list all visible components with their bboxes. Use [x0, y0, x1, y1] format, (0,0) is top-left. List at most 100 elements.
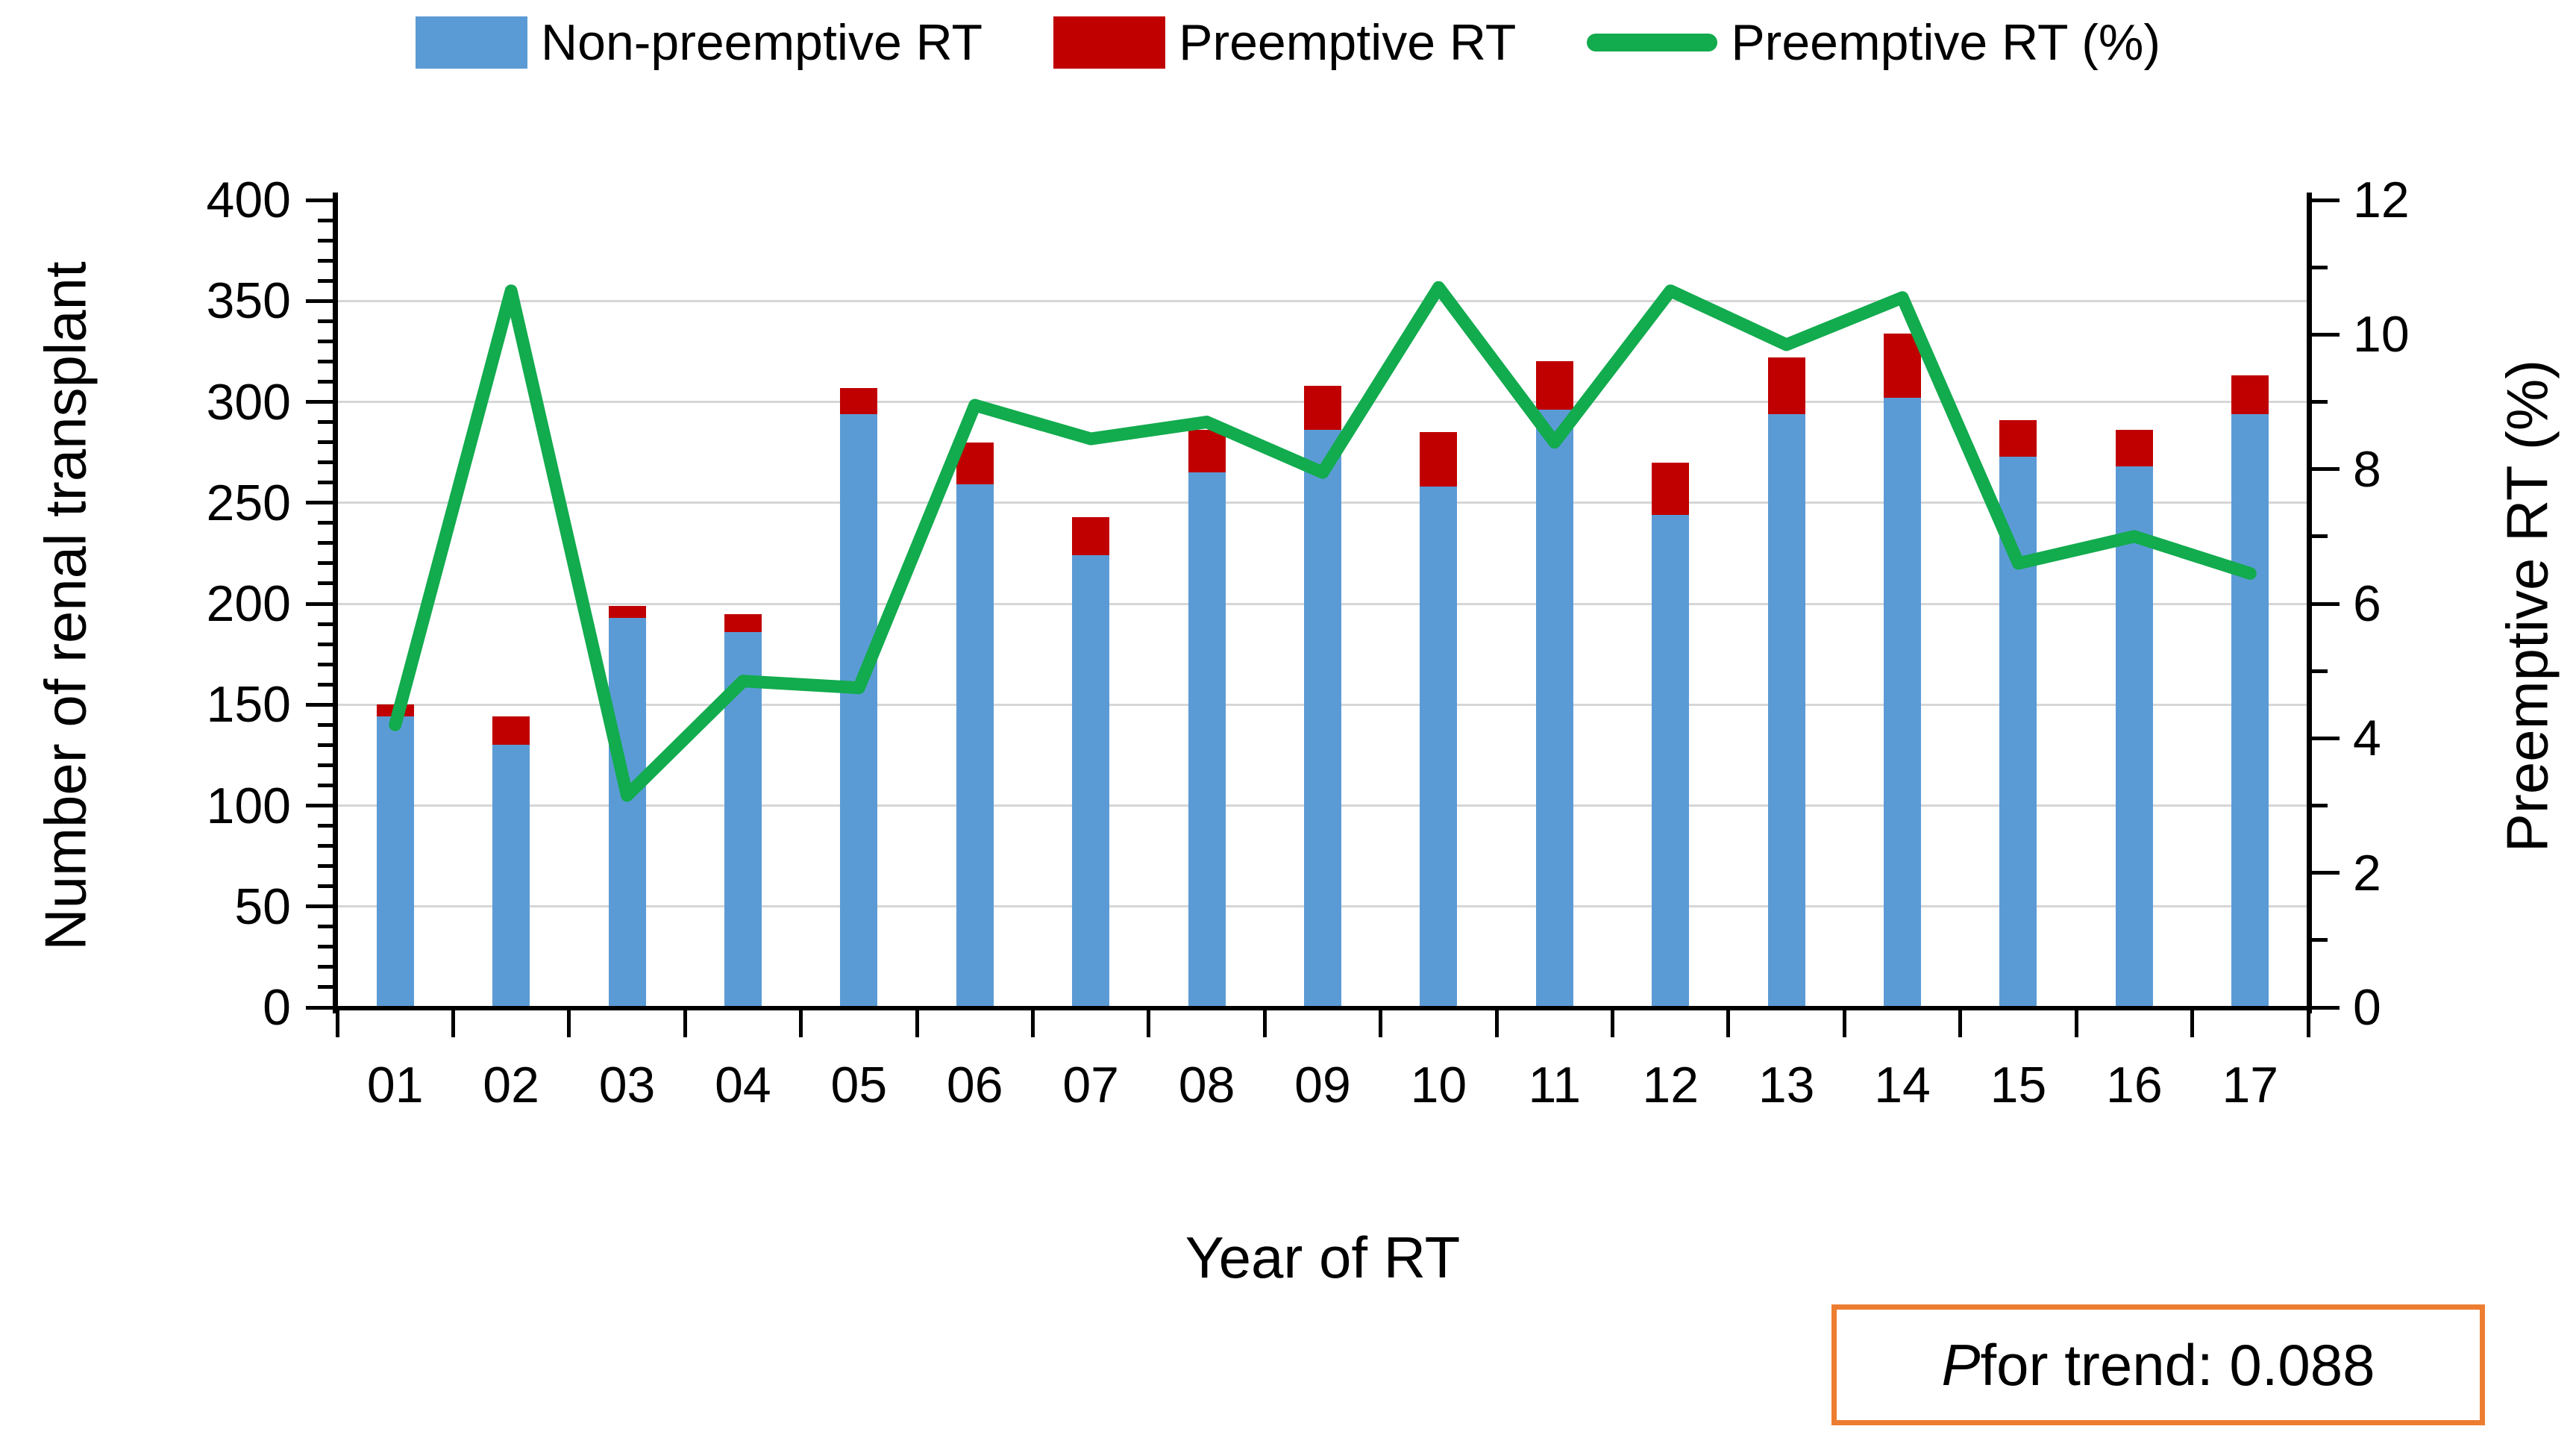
- x-axis-category-label: 07: [1062, 1057, 1119, 1113]
- bar-preemptive: [1767, 357, 1805, 414]
- y-axis-tick: [318, 218, 334, 222]
- y2-axis-tick: [2311, 467, 2340, 472]
- y-axis-tick-label: 250: [206, 474, 291, 531]
- bar-non-preemptive: [1188, 472, 1226, 1007]
- bar-preemptive: [724, 613, 762, 632]
- legend-label: Preemptive RT (%): [1731, 14, 2160, 71]
- y2-axis-tick: [2311, 938, 2328, 943]
- x-axis-category-label: 15: [1990, 1057, 2047, 1113]
- bar-preemptive: [840, 387, 878, 414]
- x-axis-category-label: 12: [1642, 1057, 1699, 1113]
- y-axis-tick-label: 50: [234, 878, 291, 935]
- y-axis-tick: [318, 783, 334, 787]
- legend: Non-preemptive RT Preemptive RT Preempti…: [0, 16, 2576, 69]
- bar-non-preemptive: [1884, 398, 1922, 1007]
- bar-non-preemptive: [608, 617, 646, 1007]
- bar-preemptive: [1884, 333, 1922, 398]
- y-axis-tick: [318, 481, 334, 485]
- y-axis-tick: [318, 945, 334, 949]
- bar-non-preemptive: [1304, 430, 1341, 1007]
- y-axis-tick: [306, 804, 334, 807]
- x-axis-tick: [1958, 1007, 1963, 1037]
- legend-label: Non-preemptive RT: [541, 14, 983, 71]
- y-axis-tick: [318, 561, 334, 566]
- bar-preemptive: [492, 716, 530, 745]
- x-axis-category-label: 03: [598, 1057, 656, 1113]
- y-axis-tick: [318, 622, 334, 626]
- y2-axis-tick: [2311, 265, 2328, 269]
- y2-axis-tick: [2311, 601, 2340, 606]
- y-axis-tick: [318, 824, 334, 828]
- bar-preemptive: [608, 605, 646, 618]
- x-axis-category-label: 11: [1528, 1057, 1582, 1113]
- x-axis-tick: [1842, 1007, 1846, 1037]
- bar-preemptive: [1072, 516, 1110, 556]
- bar-non-preemptive: [376, 716, 414, 1007]
- x-axis-tick: [1030, 1007, 1035, 1037]
- bar-non-preemptive: [2231, 413, 2269, 1007]
- x-axis-category-label: 09: [1294, 1057, 1351, 1113]
- x-axis-tick: [1494, 1007, 1499, 1037]
- x-axis-tick: [915, 1007, 919, 1037]
- legend-swatch-blue-icon: [416, 16, 528, 69]
- y2-axis-tick-label: 10: [2353, 306, 2410, 363]
- bar-preemptive: [2231, 375, 2269, 414]
- x-axis-category-label: 01: [366, 1057, 424, 1113]
- y-axis-tick: [318, 925, 334, 929]
- y2-axis-tick: [2311, 804, 2328, 807]
- x-axis-tick: [1726, 1007, 1731, 1037]
- y-axis-tick: [318, 379, 334, 384]
- legend-item-preemptive-rt-pct: Preemptive RT (%): [1587, 17, 2160, 68]
- y-axis-tick: [318, 743, 334, 747]
- x-axis-tick: [683, 1007, 687, 1037]
- legend-item-preemptive-rt: Preemptive RT: [1053, 16, 1516, 69]
- x-axis-category-label: 16: [2106, 1057, 2163, 1113]
- bar-non-preemptive: [1420, 487, 1458, 1007]
- bar-non-preemptive: [1072, 555, 1110, 1007]
- y-axis-tick: [306, 702, 334, 707]
- x-axis-category-label: 10: [1410, 1057, 1467, 1113]
- y-axis-tick: [306, 198, 334, 202]
- bar-preemptive: [1535, 361, 1573, 410]
- right-axis-line: [2307, 193, 2312, 1013]
- y-axis-tick: [318, 339, 334, 343]
- p-text: for trend: 0.088: [1980, 1331, 2375, 1398]
- y2-axis-tick-label: 4: [2353, 710, 2381, 767]
- legend-swatch-red-icon: [1053, 16, 1166, 69]
- legend-label: Preemptive RT: [1179, 14, 1517, 71]
- x-axis-tick: [451, 1007, 455, 1037]
- bar-non-preemptive: [1767, 413, 1805, 1007]
- y-axis-tick-label: 300: [206, 373, 291, 431]
- legend-item-non-preemptive-rt: Non-preemptive RT: [416, 16, 983, 69]
- y-axis-tick: [306, 601, 334, 606]
- bar-non-preemptive: [1535, 410, 1573, 1007]
- bar-non-preemptive: [840, 413, 878, 1007]
- x-axis-category-label: 08: [1178, 1057, 1235, 1113]
- y2-axis-tick-label: 0: [2353, 979, 2381, 1036]
- bar-preemptive: [1999, 419, 2037, 457]
- y-axis-tick: [318, 965, 334, 969]
- y-axis-tick-label: 150: [206, 676, 291, 734]
- x-axis-category-label: 17: [2222, 1057, 2279, 1113]
- bar-non-preemptive: [1652, 514, 1690, 1007]
- y-axis-tick: [318, 763, 334, 767]
- y2-axis-tick: [2311, 332, 2340, 337]
- x-axis-tick: [799, 1007, 803, 1037]
- x-axis-tick: [1147, 1007, 1151, 1037]
- y-axis-tick: [318, 662, 334, 666]
- y2-axis-tick: [2311, 198, 2340, 202]
- y-axis-tick: [318, 864, 334, 869]
- bar-non-preemptive: [2115, 466, 2153, 1007]
- y-axis-tick: [318, 722, 334, 727]
- y-axis-tick: [306, 1005, 334, 1010]
- y2-axis-tick-label: 6: [2353, 575, 2381, 632]
- y-axis-tick: [318, 541, 334, 546]
- y2-axis-tick: [2311, 669, 2328, 673]
- x-axis-title: Year of RT: [1185, 1225, 1461, 1290]
- y2-axis-tick-label: 12: [2353, 172, 2410, 228]
- y-axis-tick: [318, 642, 334, 646]
- y-axis-tick: [306, 298, 334, 303]
- x-axis-category-label: 13: [1758, 1057, 1815, 1113]
- bar-non-preemptive: [956, 484, 994, 1007]
